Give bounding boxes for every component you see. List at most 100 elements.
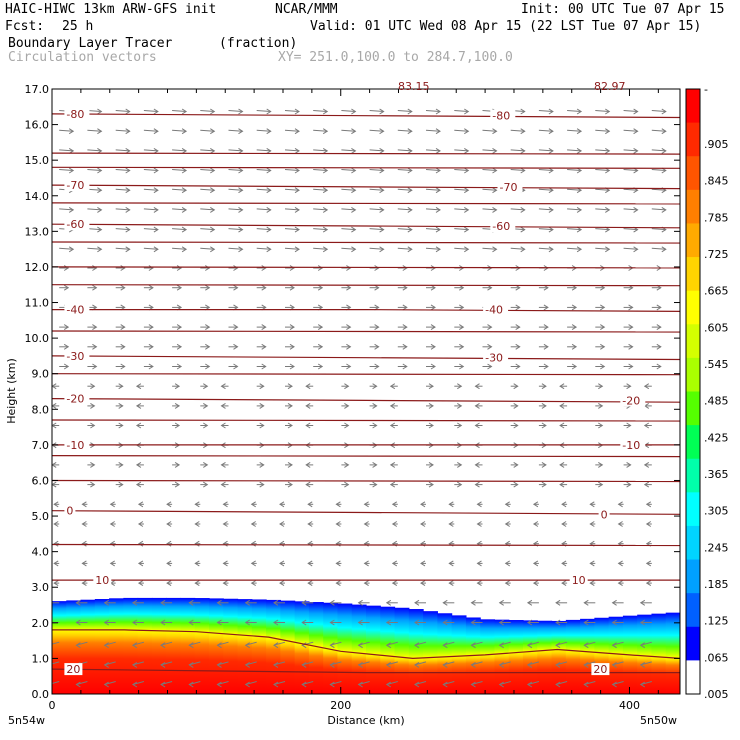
vector-arrow bbox=[595, 129, 610, 132]
vector-arrow-head bbox=[346, 363, 352, 370]
vector-arrow-head bbox=[430, 304, 436, 311]
vector-arrow-head bbox=[628, 304, 634, 311]
vector-arrow-head bbox=[351, 226, 357, 233]
contour-label: 10 bbox=[95, 574, 109, 587]
vector-arrow bbox=[115, 169, 130, 171]
vector-arrow bbox=[330, 681, 342, 685]
contour-label-bg bbox=[64, 107, 90, 120]
vector-arrow-head bbox=[457, 422, 463, 429]
vector-arrow-head bbox=[379, 206, 385, 213]
vector-arrow bbox=[115, 247, 130, 250]
vector-arrow-head bbox=[210, 246, 216, 253]
vectors-label: Circulation vectors bbox=[8, 50, 157, 65]
vector-arrow bbox=[172, 149, 187, 152]
contour-label: -80 bbox=[66, 108, 84, 121]
vector-arrow-head bbox=[385, 642, 392, 649]
vector-arrow-head bbox=[97, 226, 103, 233]
vector-arrow-head bbox=[428, 461, 434, 468]
vector-arrow bbox=[567, 129, 582, 132]
vector-arrow-head bbox=[301, 642, 307, 649]
vector-arrow-head bbox=[90, 422, 96, 429]
vector-arrow-head bbox=[125, 226, 131, 233]
vector-arrow bbox=[454, 208, 469, 211]
vector-arrow-head bbox=[448, 501, 454, 508]
vector-arrow-head bbox=[75, 642, 81, 649]
vector-arrow-head bbox=[344, 383, 350, 390]
vector-arrow-head bbox=[559, 383, 565, 390]
vector-arrow bbox=[425, 208, 441, 211]
vector-arrow-head bbox=[118, 481, 124, 488]
vector-arrow-head bbox=[294, 246, 300, 253]
vector-arrow bbox=[330, 641, 342, 646]
vector-arrow-head bbox=[548, 206, 554, 213]
vector-arrow-head bbox=[194, 521, 200, 527]
vector-arrow-head bbox=[109, 501, 115, 508]
vector-arrow-head bbox=[273, 619, 279, 626]
vector-arrow-head bbox=[363, 521, 369, 527]
vector-arrow-head bbox=[97, 108, 103, 115]
vector-arrow-head bbox=[261, 343, 267, 350]
vector-arrow-head bbox=[322, 128, 329, 135]
vector-arrow bbox=[369, 247, 384, 250]
vector-arrow bbox=[256, 228, 271, 231]
colorbar-label: .605 bbox=[704, 321, 729, 334]
vector-arrow bbox=[369, 208, 384, 211]
vector-arrow-head bbox=[457, 461, 463, 468]
vector-arrow bbox=[358, 641, 370, 646]
vector-arrow-head bbox=[598, 422, 604, 429]
vector-arrow bbox=[284, 228, 300, 231]
vector-arrow-head bbox=[273, 681, 279, 688]
x-tick-label: 200 bbox=[330, 699, 351, 712]
tracer-column bbox=[109, 598, 124, 694]
vector-arrow-head bbox=[153, 226, 159, 233]
vector-arrow bbox=[313, 247, 328, 250]
vector-arrow-head bbox=[420, 521, 426, 527]
vector-arrow-head bbox=[498, 681, 504, 688]
y-tick-label: 5.0 bbox=[32, 510, 50, 523]
tracer-column bbox=[209, 598, 224, 694]
vector-arrow-head bbox=[372, 422, 378, 429]
isotherm-line bbox=[52, 629, 680, 660]
isotherm-line bbox=[52, 419, 680, 422]
circulation-vectors bbox=[52, 108, 667, 688]
vector-arrow-head bbox=[543, 343, 549, 350]
vector-arrow bbox=[358, 681, 370, 685]
vector-arrow-head bbox=[420, 580, 426, 587]
vector-arrow-head bbox=[583, 681, 589, 688]
vector-arrow-head bbox=[92, 265, 98, 271]
colorbar-label: .005 bbox=[704, 688, 729, 701]
vector-arrow-head bbox=[541, 461, 547, 468]
vector-arrow-head bbox=[661, 246, 667, 253]
tracer-column bbox=[166, 597, 182, 694]
vector-arrow-head bbox=[329, 619, 335, 626]
vector-arrow bbox=[87, 129, 102, 132]
tracer-column bbox=[637, 614, 653, 694]
vector-arrow-head bbox=[645, 501, 652, 508]
contour-label-bg bbox=[483, 351, 509, 364]
vector-arrow-head bbox=[135, 481, 142, 488]
vector-arrow-head bbox=[244, 619, 250, 626]
vector-arrow-head bbox=[63, 324, 70, 331]
tracer-column bbox=[565, 619, 581, 694]
vector-arrow bbox=[256, 129, 271, 132]
vector-arrow-head bbox=[526, 642, 533, 649]
vector-arrow-head bbox=[391, 521, 398, 527]
vector-arrow-head bbox=[600, 304, 606, 311]
vector-arrow-head bbox=[120, 284, 126, 291]
colorbar-swatch bbox=[686, 257, 700, 292]
vector-arrow-head bbox=[137, 560, 144, 567]
vector-arrow-head bbox=[605, 246, 611, 253]
vector-arrow-head bbox=[555, 642, 561, 649]
contour-label: 20 bbox=[66, 663, 80, 676]
vector-arrow-head bbox=[97, 167, 103, 174]
vector-arrow-head bbox=[435, 108, 441, 115]
colorbar-label: .545 bbox=[704, 358, 729, 371]
vector-arrow-head bbox=[238, 167, 244, 174]
vector-arrow-head bbox=[532, 560, 539, 567]
vector-arrow bbox=[160, 661, 173, 666]
vector-arrow-head bbox=[329, 599, 335, 606]
tracer-column bbox=[80, 599, 96, 694]
y-tick-label: 12.0 bbox=[25, 261, 50, 274]
vector-arrow-head bbox=[244, 661, 250, 668]
vector-arrow-head bbox=[273, 599, 279, 606]
